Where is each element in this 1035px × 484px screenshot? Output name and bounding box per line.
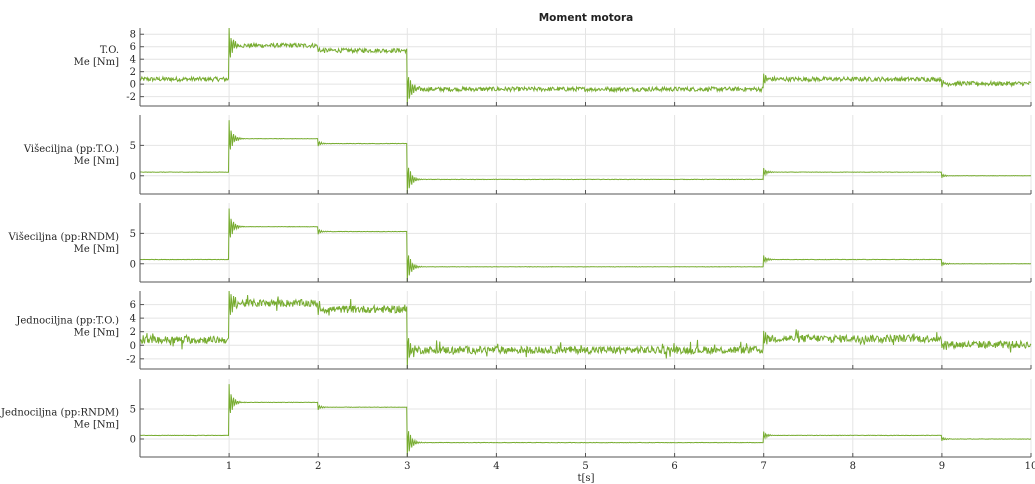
x-tick-label: 2	[315, 461, 321, 472]
x-tick-label: 6	[671, 461, 677, 472]
y-tick-label: 0	[130, 435, 136, 446]
trace-panel-4	[139, 290, 1032, 370]
x-tick-label: 8	[850, 461, 856, 472]
panel-1: -20 24 68 T.O.Me [Nm]	[74, 27, 1032, 107]
y-tick-label: 2	[130, 327, 136, 338]
panel-5: 0 5 1 2 3 4 5 6 7 8 9 10 Jednociljna (pp:RNDM)Me [Nm…	[0, 379, 1035, 472]
x-axis-label: t[s]	[578, 473, 595, 484]
y-tick-label: 5	[130, 405, 136, 416]
x-tick-label: 4	[493, 461, 499, 472]
x-tick-label: 3	[404, 461, 410, 472]
y-tick-label: 0	[130, 171, 136, 182]
y-tick-label: 8	[130, 30, 136, 41]
y-tick-label: 0	[130, 341, 136, 352]
y-tick-label: -2	[126, 354, 136, 365]
y-tick-label: 6	[130, 300, 136, 311]
trace-panel-5	[140, 384, 1032, 458]
y-axis-label-line: Višeciljna (pp:RNDM)	[8, 232, 120, 243]
y-axis-label-line: Me [Nm]	[74, 328, 119, 339]
y-axis-label-line: Me [Nm]	[74, 244, 119, 255]
trace-panel-1	[139, 27, 1032, 107]
y-tick-label: 6	[130, 42, 136, 53]
x-tick-label: 1	[226, 461, 232, 472]
y-axis-label-line: Višeciljna (pp:T.O.)	[23, 144, 119, 155]
y-tick-label: 0	[130, 80, 136, 91]
y-tick-label: -2	[126, 92, 136, 103]
chart-title: Moment motora	[539, 12, 634, 24]
y-axis-label-line: T.O.	[100, 45, 119, 56]
y-axis-label-line: Me [Nm]	[74, 156, 119, 167]
y-tick-label: 5	[130, 229, 136, 240]
trace-panel-2	[139, 120, 1032, 195]
panel-3: 0 5 Višeciljna (pp:RNDM)Me [Nm]	[8, 203, 1032, 283]
x-tick-label: 9	[939, 461, 945, 472]
y-tick-label: 0	[130, 259, 136, 270]
trace-panel-3	[140, 208, 1032, 283]
x-tick-label: 7	[761, 461, 767, 472]
y-axis-label-line: Me [Nm]	[74, 420, 119, 431]
x-tick-label: 10	[1025, 461, 1035, 472]
y-tick-label: 5	[130, 141, 136, 152]
y-axis-label-line: Jednociljna (pp:RNDM)	[0, 408, 119, 419]
y-tick-label: 4	[130, 55, 136, 66]
y-tick-label: 2	[130, 67, 136, 78]
y-axis-label-line: Me [Nm]	[74, 57, 119, 68]
panel-4: -2 0 2 4 6 Jednociljna (pp:T.O.)Me [Nm]	[15, 290, 1032, 370]
y-axis-label-line: Jednociljna (pp:T.O.)	[15, 316, 119, 327]
y-tick-label: 4	[130, 314, 136, 325]
x-tick-label: 5	[582, 461, 588, 472]
panel-2: 0 5 Višeciljna (pp:T.O.)Me [Nm]	[23, 115, 1032, 195]
